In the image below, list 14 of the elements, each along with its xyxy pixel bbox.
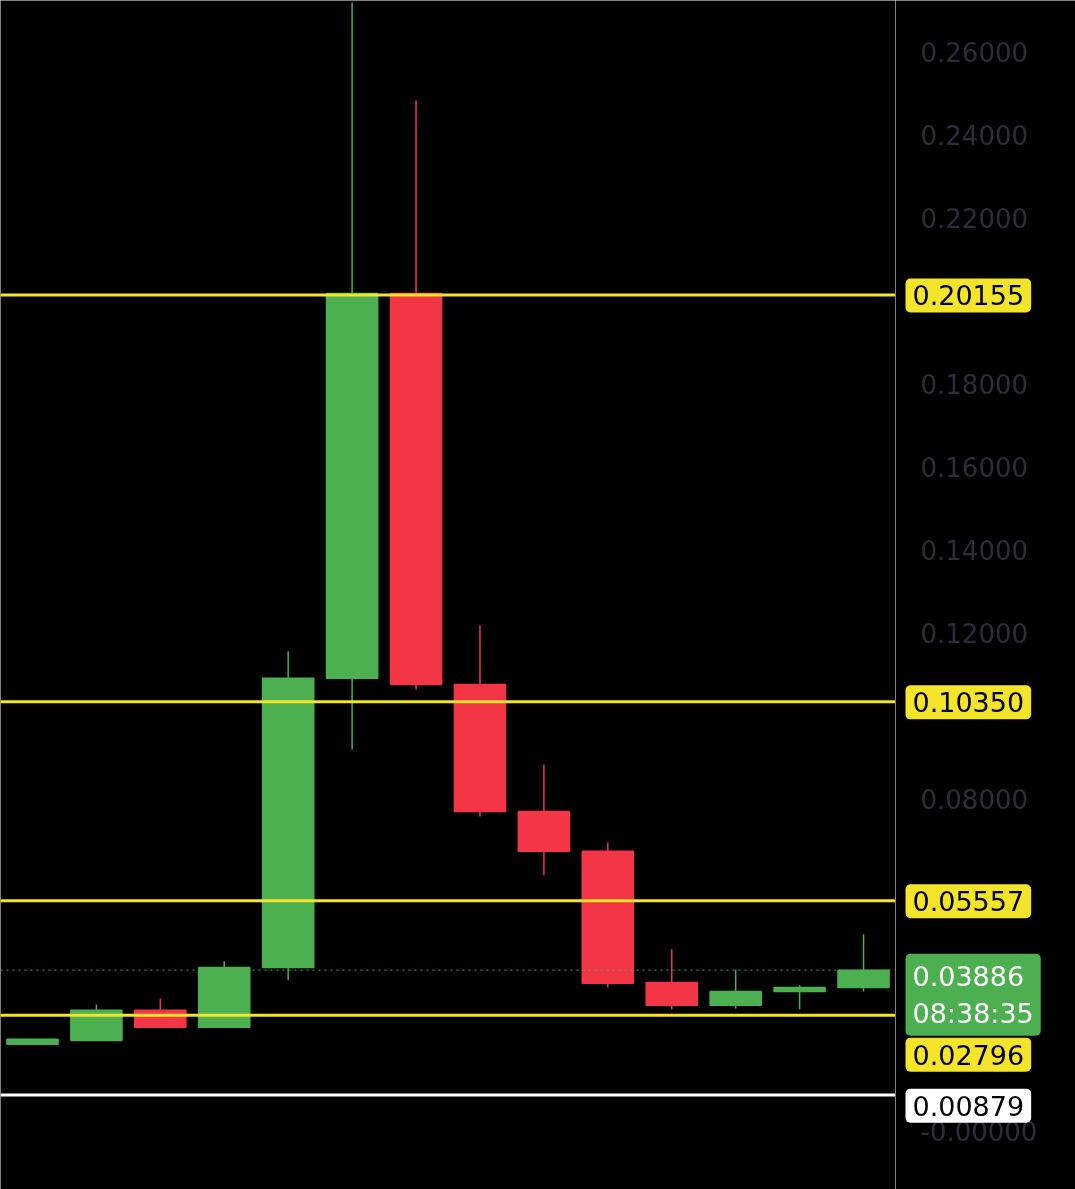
y-tick-label: 0.24000 [920,121,1029,152]
y-tick-label: 0.26000 [920,38,1029,69]
ref-line-label: 0.05557 [912,886,1025,918]
y-tick-label: 0.08000 [920,785,1029,816]
y-tick-label: 0.16000 [920,453,1029,484]
y-tick-label: 0.14000 [920,536,1029,567]
ref-line-label: 0.20155 [912,280,1025,312]
ref-line-label: 0.02796 [912,1039,1025,1071]
y-tick-label: 0.22000 [920,204,1029,235]
y-tick-label: 0.12000 [920,619,1029,650]
ref-line-label: 0.10350 [912,687,1025,719]
candlestick [773,984,826,1011]
ref-line-label: 0.03886 08:38:35 [912,960,1034,1029]
y-tick-label: 0.18000 [920,370,1029,401]
